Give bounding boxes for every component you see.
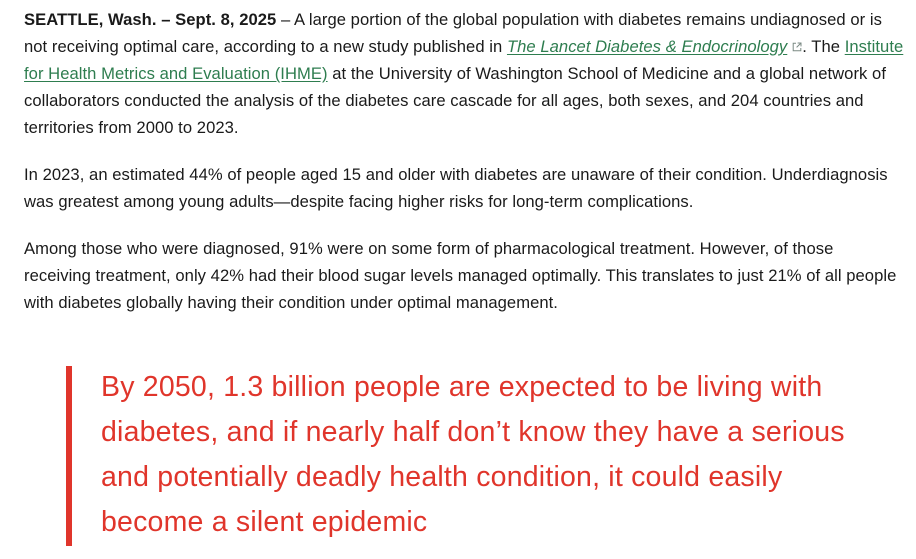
ihme-link[interactable]: Institute for Health Metrics and Evaluat… xyxy=(24,37,904,83)
paragraph-undiagnosed: In 2023, an estimated 44% of people aged… xyxy=(24,165,888,211)
pull-quote-text: By 2050, 1.3 billion people are expected… xyxy=(101,371,845,538)
journal-link-label: The Lancet Diabetes & Endocrinology xyxy=(506,37,788,56)
paragraph-treatment: Among those who were diagnosed, 91% were… xyxy=(24,239,897,312)
paragraph-intro: SEATTLE, Wash. – Sept. 8, 2025 – A large… xyxy=(24,6,904,141)
external-link-icon xyxy=(792,42,802,52)
pull-quote: By 2050, 1.3 billion people are expected… xyxy=(66,366,881,546)
intro-text: – A large portion of the global populati… xyxy=(24,10,882,56)
journal-link[interactable]: The Lancet Diabetes & Endocrinology xyxy=(507,37,802,56)
intro-text-end: at the University of Washington School o… xyxy=(24,64,886,137)
intro-text-middle: . The xyxy=(802,37,845,56)
dateline: SEATTLE, Wash. – Sept. 8, 2025 xyxy=(24,10,277,29)
article-body: SEATTLE, Wash. – Sept. 8, 2025 – A large… xyxy=(24,6,904,336)
